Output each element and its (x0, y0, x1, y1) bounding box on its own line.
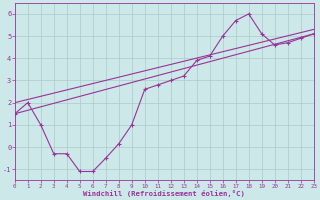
X-axis label: Windchill (Refroidissement éolien,°C): Windchill (Refroidissement éolien,°C) (83, 190, 245, 197)
